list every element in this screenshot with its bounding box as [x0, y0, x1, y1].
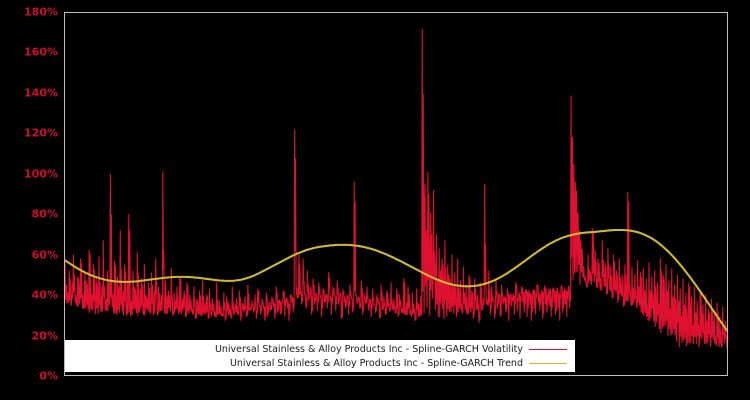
chart-legend: Universal Stainless & Alloy Products Inc… [65, 340, 575, 372]
y-axis-label: 0% [39, 369, 58, 383]
volatility-line [65, 29, 727, 349]
legend-swatch-trend [529, 362, 567, 364]
y-axis-label: 120% [24, 126, 58, 140]
y-axis-label: 60% [31, 248, 58, 262]
y-axis-label: 140% [24, 86, 58, 100]
y-axis-label: 40% [31, 288, 58, 302]
plot-area [64, 12, 728, 376]
plot-svg [65, 29, 727, 349]
y-axis-label: 80% [31, 207, 58, 221]
y-axis-label: 20% [31, 329, 58, 343]
legend-item-volatility: Universal Stainless & Alloy Products Inc… [65, 342, 571, 356]
trend-series [65, 228, 727, 332]
legend-swatch-volatility [529, 348, 567, 350]
trend-line [65, 228, 727, 332]
legend-label-volatility: Universal Stainless & Alloy Products Inc… [214, 343, 523, 355]
legend-item-trend: Universal Stainless & Alloy Products Inc… [65, 356, 571, 370]
y-axis-label: 100% [24, 167, 58, 181]
volatility-series [65, 29, 727, 349]
y-axis-label: 180% [24, 5, 58, 19]
y-axis: 180% 160% 140% 120% 100% 80% 60% 40% 20% 0% [0, 0, 58, 400]
legend-label-trend: Universal Stainless & Alloy Products Inc… [229, 357, 523, 369]
y-axis-label: 160% [24, 45, 58, 59]
